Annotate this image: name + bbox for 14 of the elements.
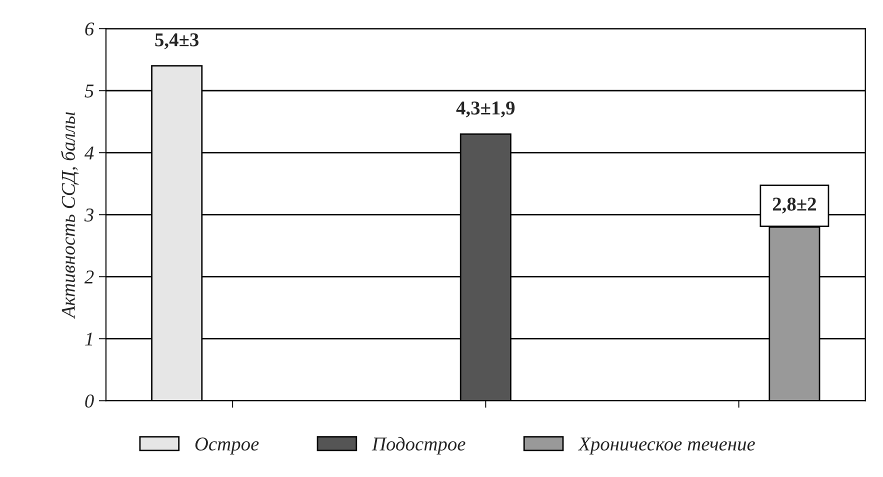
legend-label: Хроническое течение: [578, 438, 755, 455]
y-tick-label: 0: [85, 394, 94, 408]
y-tick-label: 6: [85, 22, 94, 36]
data-label: 5,4±3: [155, 33, 199, 50]
y-tick-label: 4: [84, 146, 94, 160]
legend-label: Острое: [195, 438, 259, 455]
data-label: 4,3±1,9: [456, 102, 515, 118]
y-axis-title: Активность ССД, баллы: [60, 112, 79, 319]
legend-label: Подострое: [372, 436, 466, 455]
y-tick-label: 5: [84, 84, 94, 98]
y-tick-label: 3: [84, 208, 94, 222]
data-label: 2,8±2: [772, 198, 816, 214]
y-tick-label: 2: [84, 270, 94, 284]
y-tick-label: 1: [85, 332, 92, 346]
